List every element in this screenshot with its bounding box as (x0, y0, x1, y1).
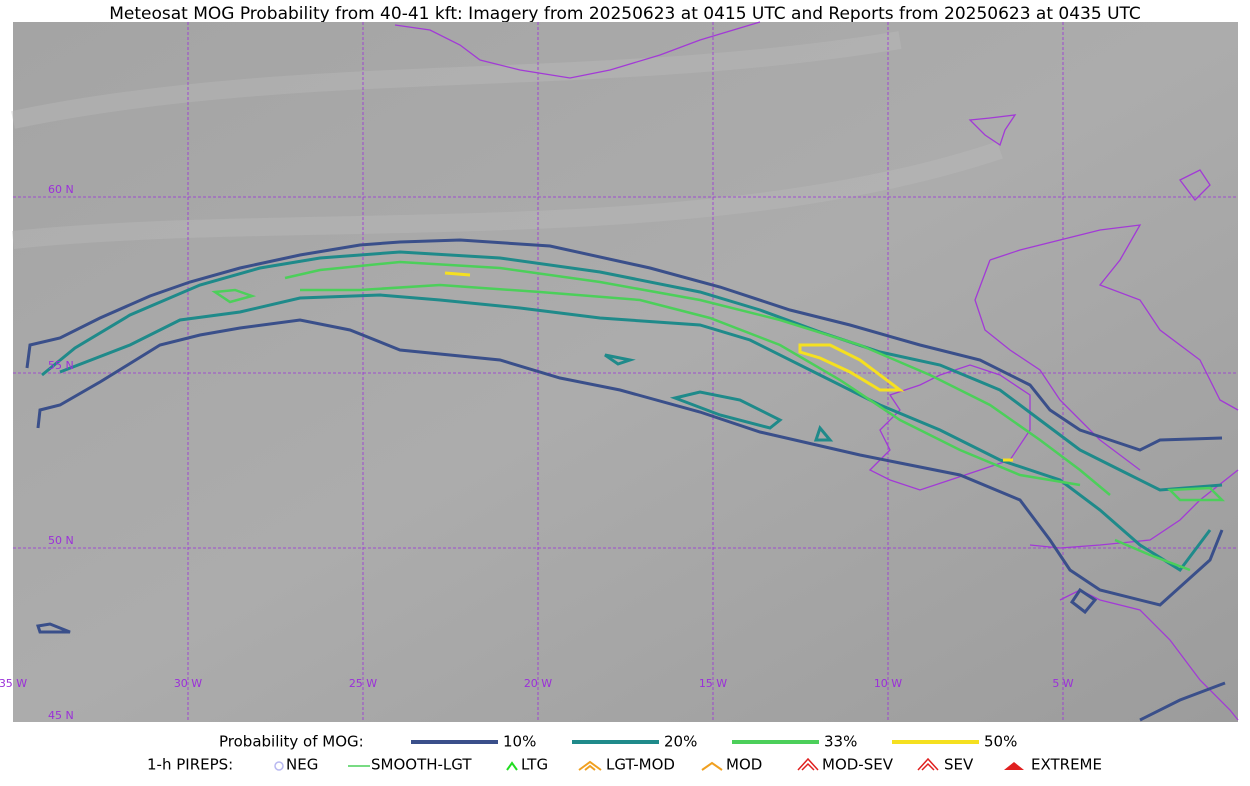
cloud-band (11, 31, 1003, 249)
legend-label: 10% (503, 733, 536, 751)
lat-label: 45 N (48, 709, 74, 722)
sev-icon (917, 757, 939, 771)
legend-label: 20% (664, 733, 697, 751)
contour-10 (36, 318, 1224, 607)
legend-label: MOD (726, 756, 762, 774)
shetland-coast (1179, 169, 1211, 201)
legend-label: SEV (944, 756, 974, 774)
lon-label: 30 W (174, 677, 202, 690)
satellite-imagery (13, 22, 1238, 722)
legend-label: 50% (984, 733, 1017, 751)
iceland-coast (394, 21, 761, 79)
ireland-coast (868, 364, 1031, 491)
lat-label: 50 N (48, 534, 74, 547)
lon-label: 10 W (874, 677, 902, 690)
legend-label: EXTREME (1031, 756, 1102, 774)
map: 60 N 55 N 50 N 45 N 35 W 30 W 25 W 20 W … (0, 21, 1239, 722)
contour-50 (444, 271, 1013, 462)
mod-icon (701, 761, 723, 771)
legend-label: LTG (521, 756, 548, 774)
legend-label: 33% (824, 733, 857, 751)
mog-contours (25, 238, 1226, 722)
lon-label: 20 W (524, 677, 552, 690)
contour-10 (36, 587, 1226, 722)
faroe-coast (968, 114, 1017, 147)
mod-sev-icon (797, 757, 819, 771)
coastlines (394, 21, 1239, 721)
extreme-icon (1004, 762, 1024, 770)
contour-20 (41, 250, 1223, 573)
legend-probability: Probability of MOG: 10% 20% 33% 50% (219, 733, 1017, 751)
lat-label: 60 N (48, 183, 74, 196)
neg-icon (274, 761, 284, 771)
legend-heading: Probability of MOG: (219, 733, 364, 751)
lon-label: 5 W (1052, 677, 1073, 690)
legend-heading: 1-h PIREPS: (147, 756, 233, 774)
contour-33 (211, 260, 1226, 572)
legend-pireps: 1-h PIREPS: NEG SMOOTH-LGT LTG LGT-MOD M… (147, 756, 1102, 774)
legend-label: LGT-MOD (606, 756, 675, 774)
lgt-mod-icon (578, 760, 602, 771)
lon-label: 25 W (349, 677, 377, 690)
title: Meteosat MOG Probability from 40-41 kft:… (109, 4, 1141, 24)
legend-label: NEG (286, 756, 318, 774)
lon-label: 15 W (699, 677, 727, 690)
legend-label: MOD-SEV (822, 756, 894, 774)
lon-label: 35 W (0, 677, 27, 690)
legend-label: SMOOTH-LGT (371, 756, 472, 774)
ltg-icon (506, 761, 518, 771)
contour-10 (25, 238, 1223, 452)
lat-label: 55 N (48, 359, 74, 372)
